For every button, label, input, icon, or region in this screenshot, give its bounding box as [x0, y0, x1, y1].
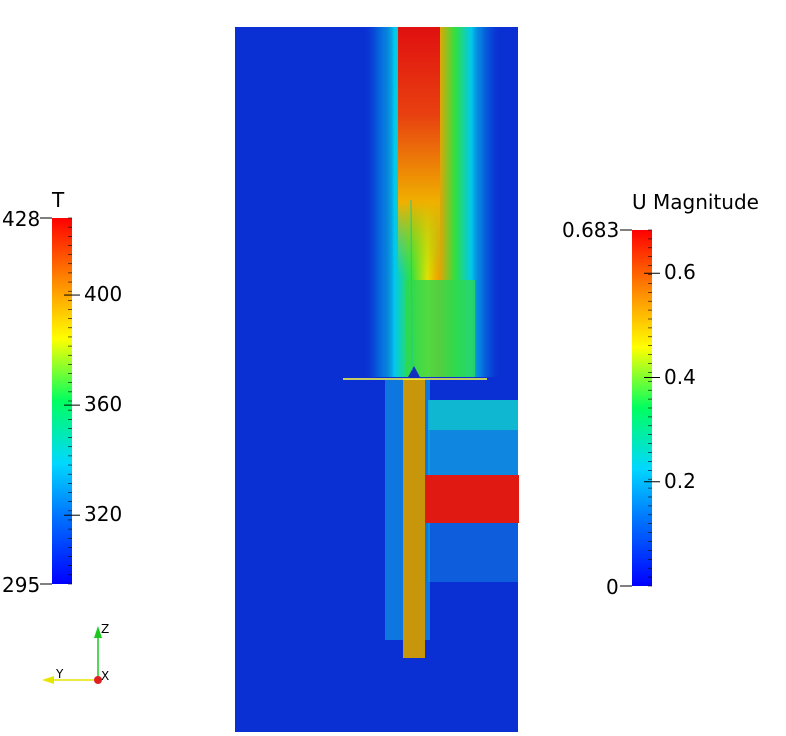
plume-lower-green	[405, 280, 475, 377]
simulation-domain[interactable]	[235, 27, 519, 732]
temperature-tick-label: 360	[84, 392, 123, 417]
jet-wake	[428, 522, 518, 582]
temperature-tick-label: 320	[84, 502, 123, 527]
probe-line	[410, 199, 413, 371]
jet-region-blue	[428, 430, 518, 475]
velocity-bar-title: U Magnitude	[632, 190, 759, 214]
temperature-min-label: 295	[2, 573, 41, 597]
x-axis-dot	[94, 676, 102, 684]
velocity-max-label: 0.683	[562, 218, 620, 242]
x-axis-label: X	[101, 669, 110, 683]
inlet-jet	[425, 475, 519, 523]
temperature-bar-title: T	[52, 188, 65, 212]
jet-region-cyan	[428, 400, 518, 430]
y-axis-arrow	[42, 676, 54, 684]
velocity-tick-label: 0.2	[664, 468, 696, 493]
temperature-tick-label: 400	[84, 282, 123, 307]
temperature-ticks	[40, 217, 80, 585]
velocity-ticks	[620, 229, 660, 587]
heater-tip	[407, 366, 421, 379]
temperature-gradient	[52, 218, 72, 584]
temperature-max-label: 428	[2, 207, 41, 231]
heater-block	[403, 379, 425, 658]
velocity-tick-label: 0.4	[664, 364, 696, 389]
z-axis-arrow	[94, 626, 102, 638]
temperature-colorbar	[40, 217, 80, 585]
y-axis-label: Y	[56, 667, 64, 681]
velocity-colorbar	[620, 229, 660, 587]
plume-core	[398, 27, 440, 277]
velocity-tick-label: 0.6	[664, 260, 696, 285]
velocity-min-label: 0	[606, 575, 619, 599]
z-axis-label: Z	[101, 622, 110, 636]
orientation-axes	[42, 626, 102, 684]
velocity-gradient	[632, 230, 652, 586]
